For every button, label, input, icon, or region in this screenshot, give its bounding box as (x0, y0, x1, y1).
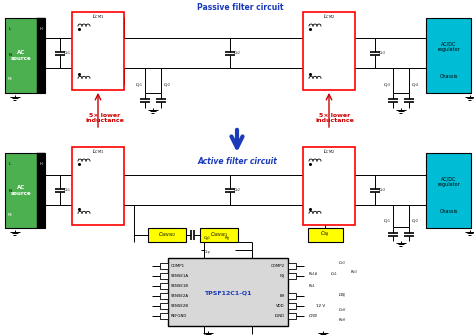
Text: 12 V: 12 V (316, 304, 325, 308)
Text: $C_{y3}$: $C_{y3}$ (383, 81, 391, 90)
Bar (5, 153, 45, 228)
Bar (288, 303, 296, 309)
Text: $C_{y1}$: $C_{y1}$ (135, 81, 143, 90)
Bar (160, 283, 168, 289)
Text: $C_{x3}$: $C_{x3}$ (378, 49, 386, 57)
Text: EH: EH (280, 294, 285, 298)
Text: $L_{CM1}$: $L_{CM1}$ (92, 147, 104, 156)
Text: N: N (9, 54, 11, 58)
Bar (160, 263, 168, 269)
Text: $C_{g1}$: $C_{g1}$ (203, 234, 211, 244)
Text: $C_{y2}$: $C_{y2}$ (411, 217, 419, 226)
Text: IGND: IGND (275, 314, 285, 318)
Text: $D_{INJ}$: $D_{INJ}$ (338, 291, 346, 300)
Bar (200, 228, 238, 242)
Text: Passive filter circuit: Passive filter circuit (197, 3, 283, 12)
Text: $C_{x2}$: $C_{x2}$ (233, 49, 241, 57)
Text: $C_{cp}$: $C_{cp}$ (203, 249, 211, 258)
Text: $C_{y1}$: $C_{y1}$ (383, 217, 391, 226)
Text: AC
source: AC source (11, 50, 31, 61)
Bar (72, 12, 124, 90)
Text: $L_{CM2}$: $L_{CM2}$ (323, 12, 335, 21)
Bar (426, 153, 471, 228)
Text: $C_{SENSE2}$: $C_{SENSE2}$ (158, 230, 176, 240)
Text: 5× lower
inductance: 5× lower inductance (86, 113, 125, 123)
Text: $C_{y2}$: $C_{y2}$ (163, 81, 171, 90)
Text: AC/DC
regulator: AC/DC regulator (437, 176, 460, 187)
Bar (168, 258, 288, 326)
Bar (288, 313, 296, 319)
Text: $C_{x1}$: $C_{x1}$ (63, 49, 71, 57)
Bar (426, 18, 471, 93)
Bar (160, 273, 168, 279)
Text: $C_{x1}$: $C_{x1}$ (63, 186, 71, 194)
Text: $C_{y4}$: $C_{y4}$ (411, 81, 419, 90)
Text: $C_{VDD}$: $C_{VDD}$ (308, 312, 319, 320)
Bar (160, 293, 168, 299)
Text: INJ: INJ (280, 274, 285, 278)
Text: Active filter circuit: Active filter circuit (197, 157, 277, 166)
Text: $R_g$: $R_g$ (224, 234, 230, 244)
Bar (303, 12, 355, 90)
Text: $C_{o1}$: $C_{o1}$ (330, 270, 338, 278)
Bar (160, 313, 168, 319)
Text: H: H (40, 162, 42, 166)
Text: TPSF12C1-Q1: TPSF12C1-Q1 (204, 291, 252, 296)
Text: $L_{CM2}$: $L_{CM2}$ (323, 147, 335, 156)
Text: Chassis: Chassis (439, 74, 458, 79)
Text: SENSE1B: SENSE1B (171, 284, 189, 288)
Bar (288, 263, 296, 269)
Bar (288, 293, 296, 299)
Bar (303, 147, 355, 225)
Text: Chassis: Chassis (439, 209, 458, 214)
Bar (5, 18, 45, 93)
Text: $C_{o3}$: $C_{o3}$ (338, 259, 346, 267)
Text: $C_{INJ}$: $C_{INJ}$ (320, 230, 330, 240)
Text: H: H (40, 27, 42, 31)
Text: L: L (9, 162, 11, 166)
Text: 5× lower
inductance: 5× lower inductance (316, 113, 355, 123)
Text: L: L (9, 27, 11, 31)
Bar (148, 228, 186, 242)
Bar (37, 153, 45, 228)
Text: REFGND: REFGND (171, 314, 187, 318)
Text: COMP1: COMP1 (171, 264, 185, 268)
Text: $R_{o3}$: $R_{o3}$ (350, 268, 358, 276)
Bar (288, 273, 296, 279)
Bar (72, 147, 124, 225)
Text: SENSE2B: SENSE2B (171, 304, 189, 308)
Text: $C_{x3}$: $C_{x3}$ (378, 186, 386, 194)
Text: COMP2: COMP2 (271, 264, 285, 268)
Text: SENSE1A: SENSE1A (171, 274, 189, 278)
Text: $C_{off}$: $C_{off}$ (338, 306, 346, 314)
Text: PE: PE (8, 212, 13, 216)
Text: $C_{SENSE1}$: $C_{SENSE1}$ (210, 230, 228, 240)
Text: $R_{o1A}$: $R_{o1A}$ (308, 270, 318, 278)
Text: AC/DC
regulator: AC/DC regulator (437, 41, 460, 52)
Text: SENSE2A: SENSE2A (171, 294, 189, 298)
Text: $R_{off}$: $R_{off}$ (338, 316, 346, 324)
Text: $R_{o1}$: $R_{o1}$ (308, 282, 316, 290)
Bar (37, 18, 45, 93)
Text: AC
source: AC source (11, 185, 31, 196)
Text: N: N (9, 189, 11, 193)
Text: $C_{x2}$: $C_{x2}$ (233, 186, 241, 194)
Text: VDD: VDD (276, 304, 285, 308)
Bar (308, 228, 343, 242)
Text: $L_{CM1}$: $L_{CM1}$ (92, 12, 104, 21)
Text: PE: PE (8, 77, 13, 81)
Bar (160, 303, 168, 309)
